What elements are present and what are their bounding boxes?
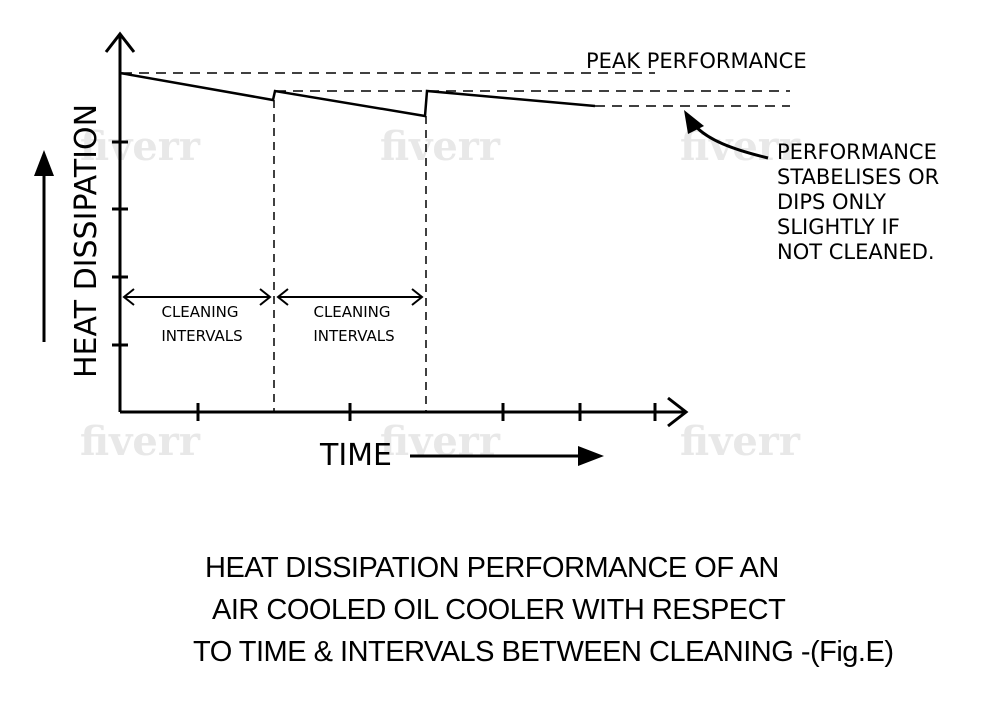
y-axis <box>104 31 136 412</box>
watermark-text: fiverr <box>80 123 201 170</box>
interval-arrow-1 <box>122 288 272 306</box>
interval-1-label-line1: CLEANING <box>161 303 238 321</box>
caption-line-2: AIR COOLED OIL COOLER WITH RESPECT <box>212 594 786 626</box>
x-direction-arrow <box>410 446 604 466</box>
interval-arrow-2 <box>276 288 424 306</box>
interval-1-label-line2: INTERVALS <box>161 327 242 345</box>
watermark-text: fiverr <box>680 418 801 465</box>
watermark-group: fiverr fiverr fiverr fiverr fiverr fiver… <box>80 123 801 465</box>
y-direction-arrow <box>34 150 54 342</box>
annotation-line-5: NOT CLEANED. <box>777 240 935 264</box>
annotation-line-1: PERFORMANCE <box>777 140 937 164</box>
x-axis-label: TIME <box>319 438 392 473</box>
y-axis-label: HEAT DISSIPATION <box>69 104 104 378</box>
performance-curve <box>119 71 596 118</box>
annotation-pointer <box>684 110 769 160</box>
watermark-text: fiverr <box>380 123 501 170</box>
caption-line-3: TO TIME & INTERVALS BETWEEN CLEANING -(F… <box>193 636 894 668</box>
annotation-line-3: DIPS ONLY <box>777 190 886 214</box>
annotation-line-4: SLIGHTLY IF <box>777 215 900 239</box>
interval-2-label-line2: INTERVALS <box>313 327 394 345</box>
annotation-line-2: STABELISES OR <box>777 165 939 189</box>
watermark-text: fiverr <box>80 418 201 465</box>
interval-2-label-line1: CLEANING <box>313 303 390 321</box>
caption-line-1: HEAT DISSIPATION PERFORMANCE OF AN <box>205 552 779 584</box>
watermark-text: fiverr <box>380 418 501 465</box>
x-axis <box>120 396 689 428</box>
peak-performance-label: PEAK PERFORMANCE <box>586 49 807 73</box>
